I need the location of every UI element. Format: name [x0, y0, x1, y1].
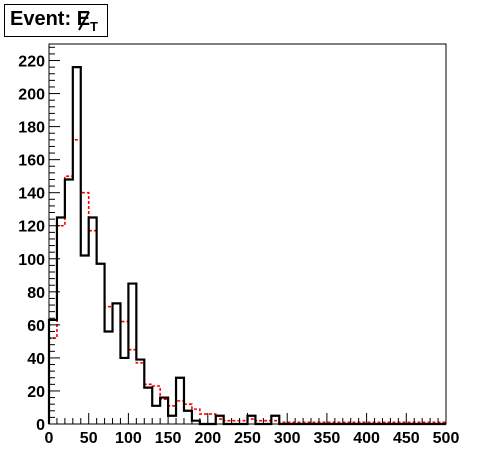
x-tick-label: 300	[274, 430, 301, 447]
y-tick-label: 220	[18, 54, 45, 71]
x-tick-label: 0	[45, 430, 54, 447]
y-tick-label: 160	[18, 153, 45, 170]
chart-title-variable: E	[76, 8, 91, 31]
y-tick-label: 80	[27, 285, 45, 302]
x-tick-label: 350	[314, 430, 341, 447]
x-tick-label: 50	[80, 430, 98, 447]
y-tick-label: 120	[18, 219, 45, 236]
y-tick-label: 0	[36, 417, 45, 434]
x-tick-label: 100	[115, 430, 142, 447]
chart-title-prefix: Event:	[10, 8, 77, 30]
x-tick-label: 150	[155, 430, 182, 447]
y-tick-label: 20	[27, 384, 45, 401]
x-tick-label: 200	[194, 430, 221, 447]
y-tick-label: 140	[18, 186, 45, 203]
chart-title-subscript: T	[90, 19, 98, 34]
histogram-series-dashed	[48, 139, 446, 424]
y-tick-label: 200	[18, 87, 45, 104]
x-tick-label: 450	[393, 430, 420, 447]
x-tick-label: 400	[353, 430, 380, 447]
x-tick-label: 500	[433, 430, 460, 447]
x-tick-label: 250	[234, 430, 261, 447]
y-tick-label: 180	[18, 120, 45, 137]
y-tick-label: 40	[27, 351, 45, 368]
y-tick-label: 60	[27, 318, 45, 335]
y-tick-label: 100	[18, 252, 45, 269]
slash-mark	[77, 11, 90, 31]
plot-frame	[48, 43, 447, 425]
